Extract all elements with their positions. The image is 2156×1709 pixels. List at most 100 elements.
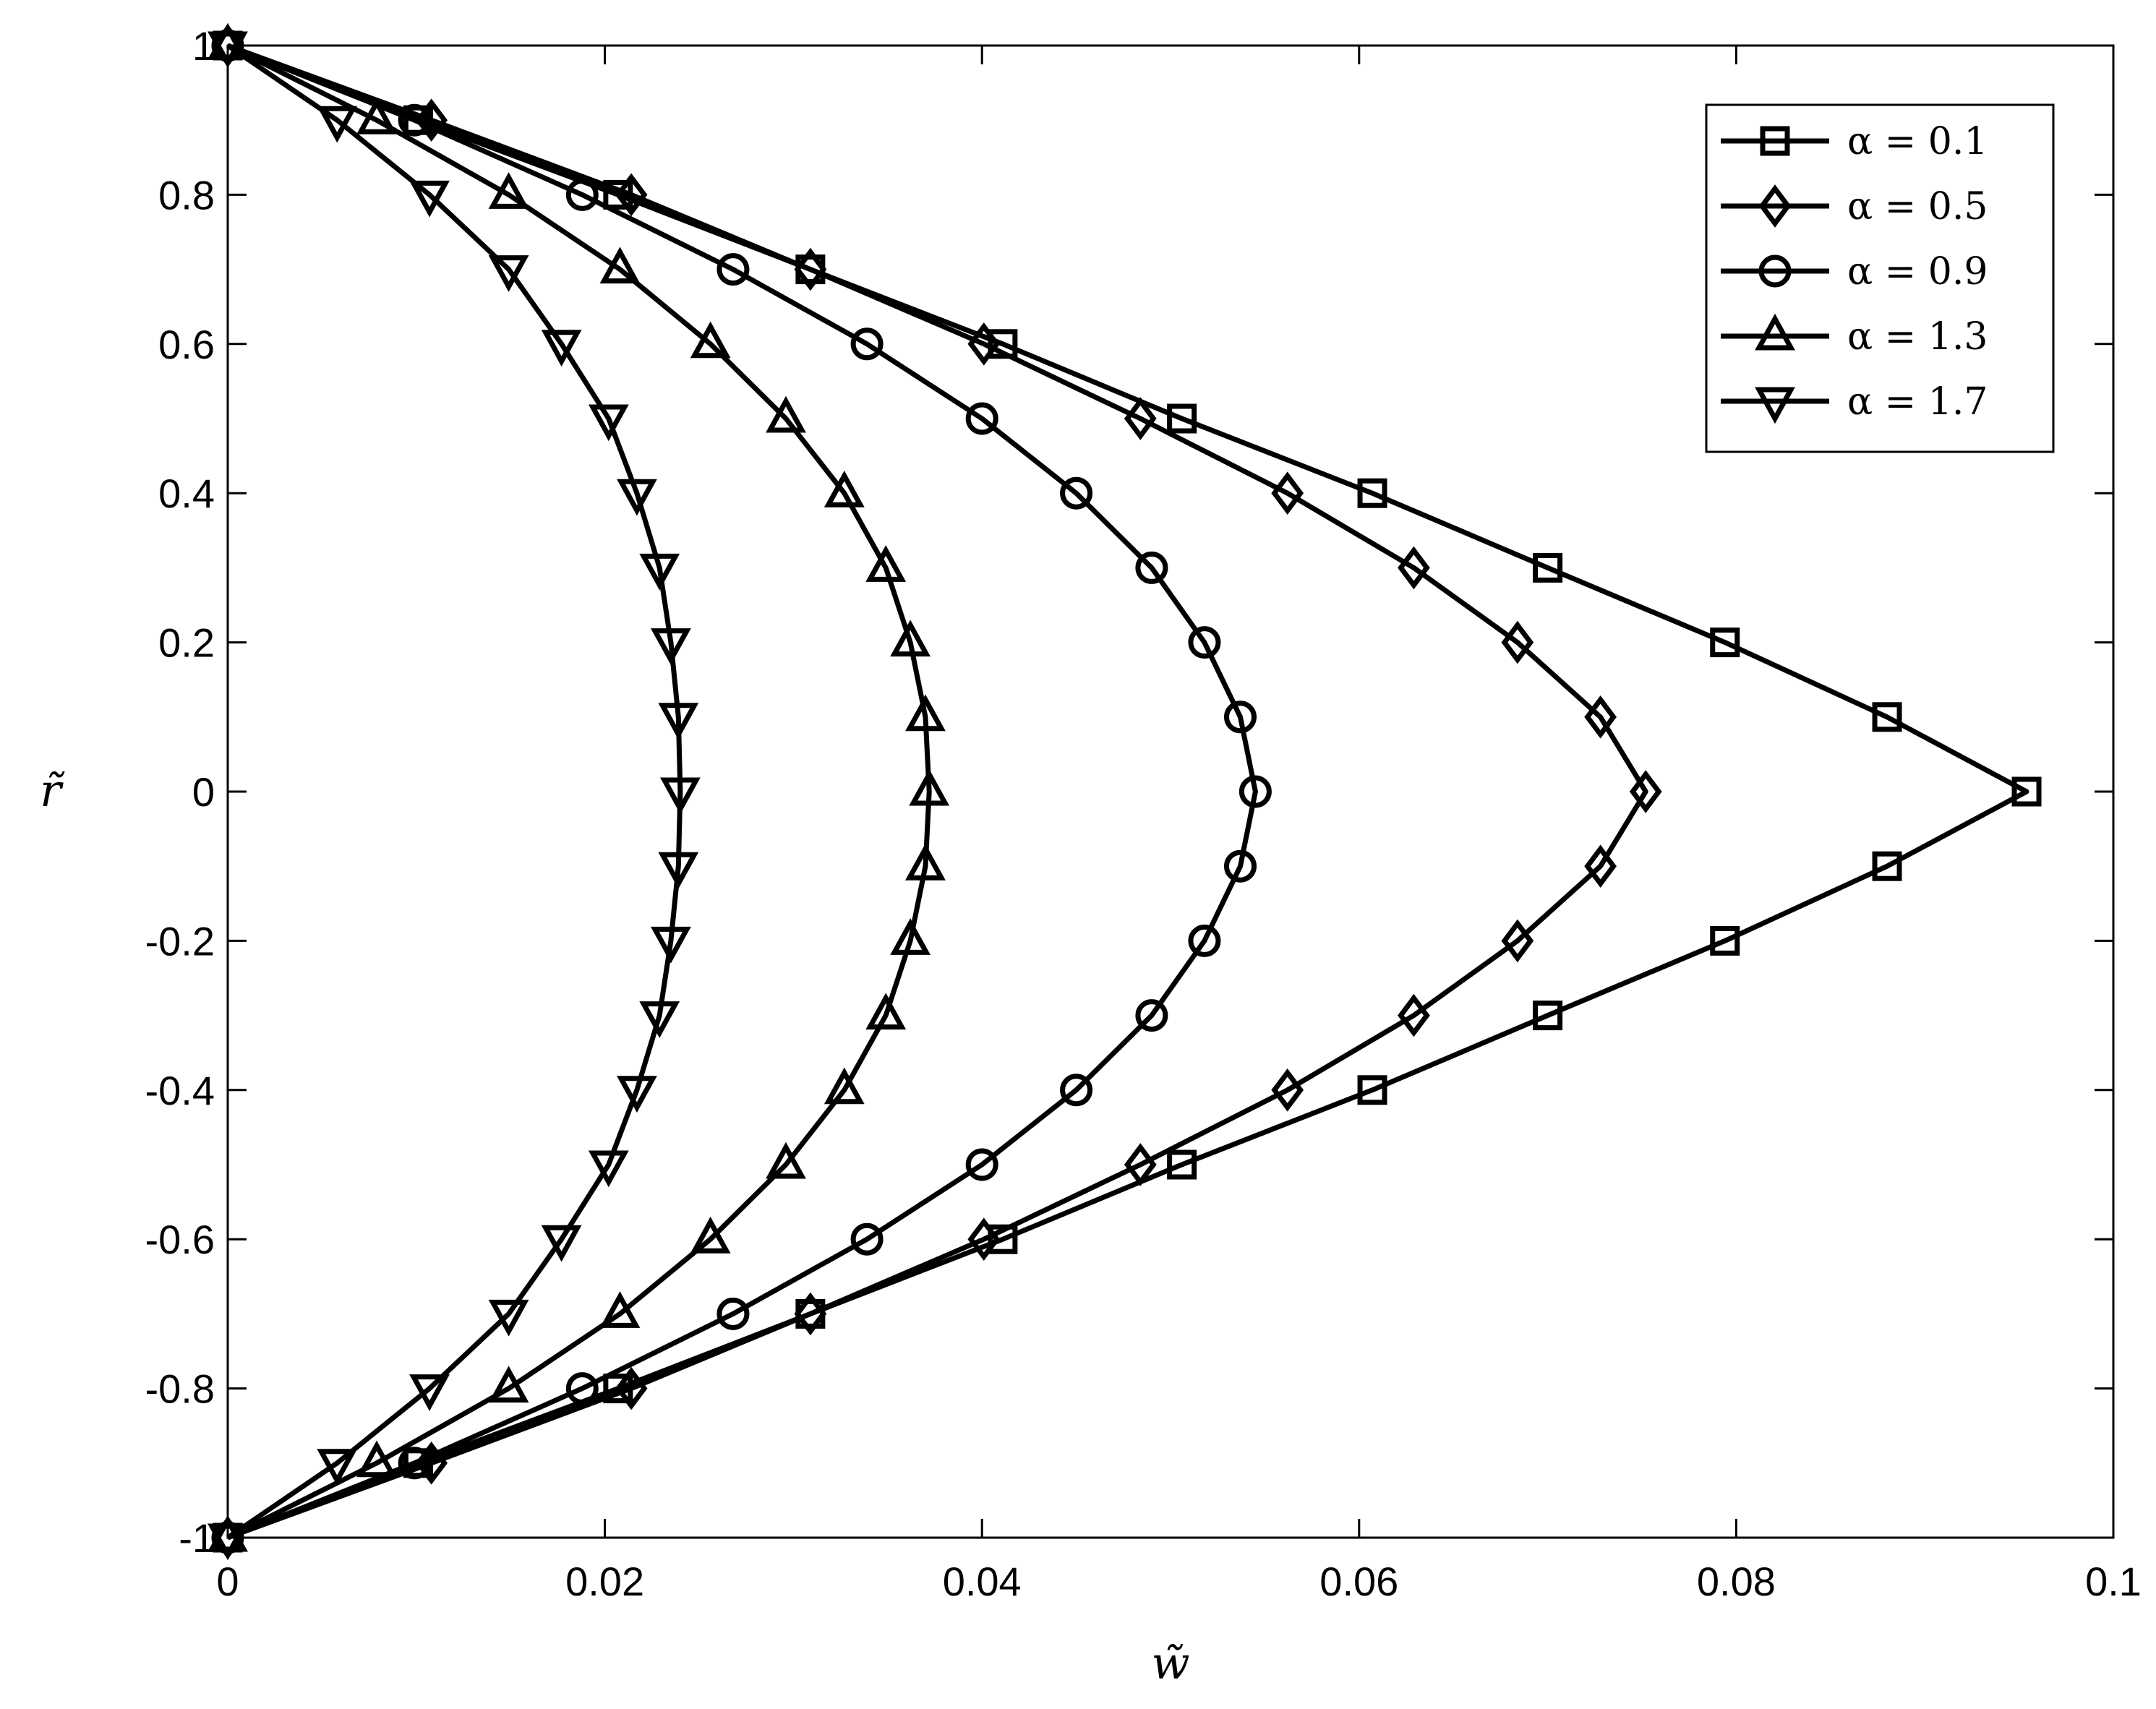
y-tick-label: -0.4: [145, 1068, 215, 1113]
data-point: [1501, 620, 1534, 664]
data-point: [1060, 1074, 1093, 1107]
data-point: [599, 247, 641, 284]
data-point: [1271, 471, 1304, 515]
x-tick-label: 0.06: [1319, 1559, 1398, 1604]
data-point: [1167, 1149, 1197, 1180]
data-point: [639, 553, 680, 591]
data-point: [967, 322, 1001, 366]
data-point: [1188, 924, 1221, 957]
data-point: [650, 926, 691, 964]
data-point: [865, 993, 907, 1030]
data-point: [1239, 775, 1272, 808]
y-tick-label: 0.2: [158, 620, 215, 666]
legend-label: α = 1.3: [1847, 315, 1988, 359]
data-point: [1124, 397, 1157, 440]
data-point: [488, 1299, 529, 1337]
data-point: [1533, 1001, 1563, 1031]
data-point: [1188, 626, 1221, 659]
data-point: [356, 97, 397, 134]
legend-marker: [1758, 254, 1792, 288]
legend-marker: [1755, 387, 1795, 424]
data-point: [890, 620, 931, 657]
data-point: [850, 327, 884, 361]
data-point: [690, 1216, 731, 1254]
data-point: [965, 1148, 998, 1181]
data-point: [1533, 552, 1563, 583]
data-point: [1223, 701, 1257, 734]
series-triangle-up: [208, 22, 950, 1552]
data-point: [1710, 628, 1740, 658]
data-point: [615, 1366, 648, 1410]
data-point: [1167, 403, 1197, 434]
data-point: [865, 545, 907, 582]
data-point: [824, 1067, 865, 1105]
y-tick-label: -1: [179, 1515, 215, 1561]
legend-item: α = 0.9: [1721, 250, 1988, 294]
data-point: [1398, 993, 1430, 1037]
data-point: [1710, 925, 1740, 956]
series-line: [226, 43, 932, 1541]
data-point: [398, 103, 431, 137]
data-point: [488, 255, 529, 292]
data-point: [1135, 551, 1168, 584]
data-point: [716, 253, 750, 286]
y-tick-label: 1: [192, 23, 215, 69]
data-point: [317, 106, 358, 143]
x-tick-label: 0.02: [565, 1559, 644, 1604]
data-point: [1271, 1068, 1304, 1112]
legend-item: α = 0.1: [1721, 120, 1988, 163]
data-point: [658, 703, 699, 740]
legend-label: α = 0.1: [1847, 120, 1988, 163]
data-point: [905, 694, 946, 732]
data-point: [1357, 478, 1387, 508]
data-point: [488, 1366, 529, 1403]
data-point: [2011, 776, 2042, 807]
data-point: [650, 628, 691, 665]
y-axis-title: r̃: [40, 764, 65, 817]
axes: 0 0.02 0.04 0.06 0.08 0.1 -1 -0.8 -0.6 -0.4 -0.2 0 0…: [145, 23, 2142, 1604]
y-tick-label: 0: [192, 769, 215, 815]
data-point: [599, 1291, 641, 1328]
legend-label: α = 1.7: [1847, 380, 1988, 424]
x-tick-label: 0: [216, 1559, 239, 1604]
y-tick-label: -0.6: [145, 1217, 215, 1262]
data-point: [1124, 1143, 1157, 1186]
data-point: [988, 1224, 1018, 1254]
data-point: [766, 1142, 806, 1179]
data-point: [588, 1150, 629, 1188]
y-tick-label: -0.8: [145, 1366, 215, 1412]
data-point: [617, 1076, 657, 1113]
legend-label: α = 0.5: [1847, 185, 1988, 228]
data-point: [356, 1440, 397, 1478]
y-tick-label: -0.2: [145, 918, 215, 964]
x-tick-label: 0.08: [1697, 1559, 1776, 1604]
series-line: [226, 43, 1648, 1541]
series-line: [226, 43, 683, 1540]
data-point: [1872, 702, 1902, 732]
data-point: [488, 172, 529, 209]
data-point: [317, 1449, 358, 1486]
data-point: [588, 404, 629, 442]
x-tick-label: 0.1: [2085, 1559, 2142, 1604]
data-point: [398, 1447, 431, 1480]
legend-marker: [1760, 126, 1790, 156]
x-tick-label: 0.04: [943, 1559, 1022, 1604]
series-triangle-down: [208, 31, 701, 1561]
data-point: [967, 1217, 1001, 1262]
series-diamond: [211, 24, 1662, 1559]
data-point: [1629, 770, 1662, 813]
legend-item: α = 0.5: [1721, 184, 1988, 228]
y-tick-label: 0.6: [158, 322, 215, 367]
data-point: [965, 402, 998, 435]
data-point: [565, 1372, 599, 1405]
legend-item: α = 1.7: [1721, 380, 1988, 424]
data-point: [1060, 476, 1093, 510]
data-point: [409, 180, 450, 218]
data-point: [617, 479, 657, 516]
data-point: [409, 1374, 450, 1411]
data-point: [794, 1292, 827, 1336]
data-point: [909, 768, 950, 806]
data-point: [716, 1297, 750, 1330]
data-point: [565, 178, 599, 211]
